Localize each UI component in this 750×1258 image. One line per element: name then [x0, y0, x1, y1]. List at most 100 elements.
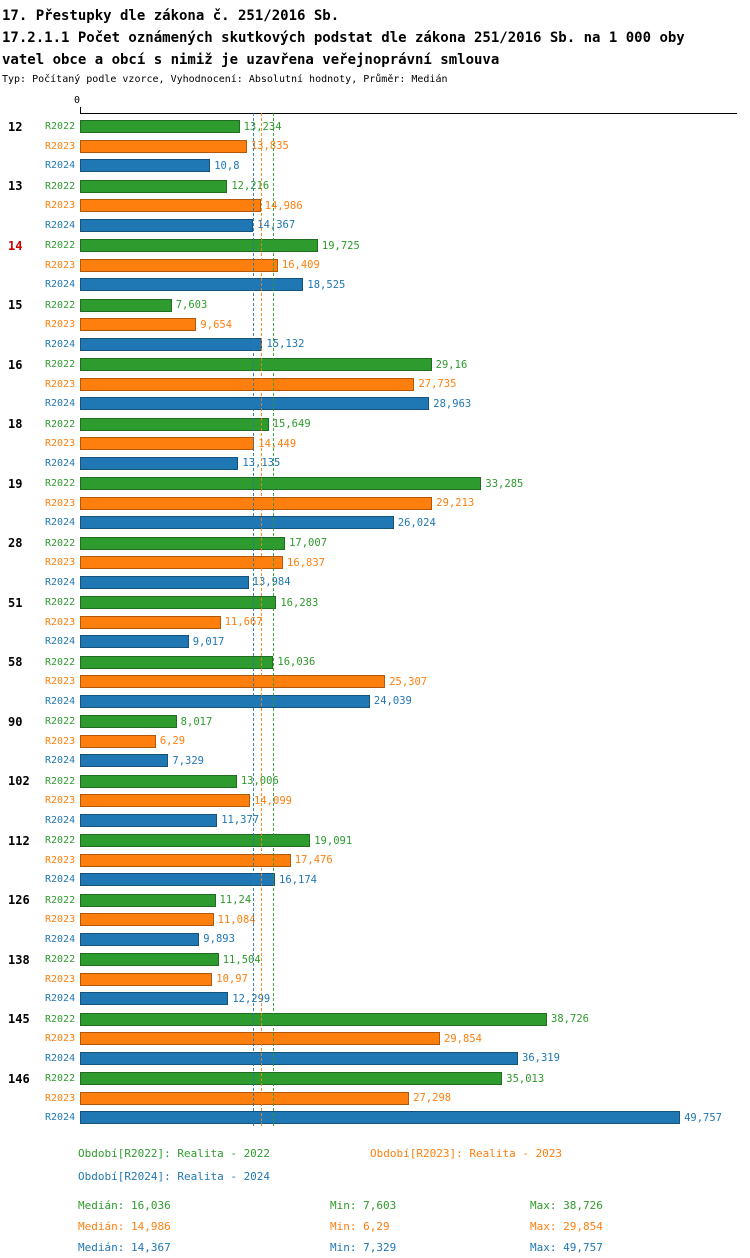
bar-area: 16,837 [80, 556, 750, 570]
bar-row-19-r2022: 19 R2022 33,285 [0, 474, 750, 494]
category-label-90: 90 [8, 714, 23, 729]
series-label-r2022: R2022 [45, 716, 76, 728]
bar-area: 14,099 [80, 794, 750, 808]
bar-area: 13,234 [80, 120, 750, 134]
value-label-r2023-28: 16,837 [287, 556, 325, 569]
bar-row-13-r2022: 13 R2022 12,216 [0, 177, 750, 197]
series-label-r2023: R2023 [45, 1033, 76, 1045]
bar-r2024-102 [80, 813, 218, 827]
bar-r2024-14 [80, 278, 304, 292]
stat-max-r2022: Max: 38,726 [530, 1198, 603, 1212]
report-subtitle: Typ: Počítaný podle vzorce, Vyhodnocení:… [2, 74, 448, 85]
value-label-r2024-14: 18,525 [307, 278, 346, 291]
value-label-r2024-138: 12,299 [232, 992, 271, 1005]
bar-area: 18,525 [80, 278, 750, 292]
bar-r2024-28 [80, 575, 249, 589]
x-axis-line [80, 113, 737, 114]
value-label-r2024-126: 9,893 [203, 933, 235, 946]
value-label-r2023-14: 16,409 [281, 259, 320, 272]
bar-group-145: 145 R2022 38,726 R2023 29,854 R2024 36,319 [0, 1010, 750, 1069]
bar-group-19: 19 R2022 33,285 R2023 29,213 R2024 26,024 [0, 474, 750, 533]
stat-median-r2022: Medián: 16,036 [78, 1198, 171, 1212]
value-label-r2023-138: 10,97 [216, 973, 248, 986]
bar-row-18-r2022: 18 R2022 15,649 [0, 415, 750, 435]
bar-r2024-126 [80, 932, 200, 946]
value-label-r2022-16: 29,16 [435, 358, 468, 371]
category-label-145: 145 [8, 1012, 30, 1027]
bar-area: 36,319 [80, 1051, 750, 1065]
bar-area: 16,036 [80, 655, 750, 669]
bar-group-18: 18 R2022 15,649 R2023 14,449 R2024 13,135 [0, 415, 750, 474]
value-label-r2024-146: 49,757 [684, 1111, 722, 1124]
bar-r2024-19 [80, 516, 394, 530]
bar-r2022-102 [80, 774, 237, 788]
bar-r2022-13 [80, 179, 228, 193]
bar-row-112-r2023: R2023 17,476 [0, 851, 750, 871]
bar-area: 13,006 [80, 774, 750, 788]
bar-row-16-r2023: R2023 27,735 [0, 375, 750, 395]
bar-area: 28,963 [80, 397, 750, 411]
bar-row-58-r2023: R2023 25,307 [0, 672, 750, 692]
bar-r2022-14 [80, 239, 318, 253]
series-label-r2022: R2022 [45, 1073, 76, 1085]
bar-area: 19,091 [80, 834, 750, 848]
series-label-r2023: R2023 [45, 438, 76, 450]
value-label-r2024-28: 13,984 [252, 576, 291, 589]
category-label-51: 51 [8, 595, 23, 610]
series-label-r2023: R2023 [45, 854, 76, 866]
series-label-r2022: R2022 [45, 835, 76, 847]
category-label-58: 58 [8, 655, 23, 670]
bar-r2023-19 [80, 496, 433, 510]
median-line-r2023 [260, 113, 262, 1126]
bar-row-13-r2024: R2024 14,367 [0, 216, 750, 236]
value-label-r2024-112: 16,174 [279, 873, 317, 886]
bar-area: 33,285 [80, 477, 750, 491]
bar-row-51-r2023: R2023 11,667 [0, 613, 750, 633]
bar-row-12-r2023: R2023 13,835 [0, 137, 750, 157]
value-label-r2024-19: 26,024 [397, 516, 436, 529]
bar-r2023-51 [80, 615, 221, 629]
bar-row-51-r2022: 51 R2022 16,283 [0, 593, 750, 613]
bar-r2022-12 [80, 120, 240, 134]
bar-row-146-r2024: R2024 49,757 [0, 1108, 750, 1128]
bar-group-126: 126 R2022 11,24 R2023 11,084 R2024 9,893 [0, 891, 750, 950]
bar-area: 10,97 [80, 972, 750, 986]
bar-area: 9,893 [80, 932, 750, 946]
value-label-r2022-90: 8,017 [180, 715, 213, 728]
bar-row-138-r2023: R2023 10,97 [0, 970, 750, 990]
bar-r2024-90 [80, 754, 169, 768]
value-label-r2023-12: 13,835 [250, 140, 289, 153]
bar-r2022-112 [80, 834, 311, 848]
series-label-r2022: R2022 [45, 299, 76, 311]
value-label-r2022-138: 11,504 [222, 953, 261, 966]
series-label-r2023: R2023 [45, 616, 76, 628]
bar-r2022-51 [80, 596, 277, 610]
bar-row-90-r2023: R2023 6,29 [0, 732, 750, 752]
bar-row-138-r2024: R2024 12,299 [0, 989, 750, 1009]
bar-r2024-58 [80, 694, 370, 708]
stat-max-r2023: Max: 29,854 [530, 1219, 603, 1233]
bar-r2022-28 [80, 536, 286, 550]
series-label-r2023: R2023 [45, 259, 76, 271]
bar-area: 11,24 [80, 893, 750, 907]
series-label-r2022: R2022 [45, 240, 76, 252]
series-label-r2024: R2024 [45, 695, 76, 707]
series-label-r2024: R2024 [45, 279, 76, 291]
value-label-r2022-14: 19,725 [321, 239, 360, 252]
bar-group-138: 138 R2022 11,504 R2023 10,97 R2024 12,299 [0, 950, 750, 1009]
stat-min-r2024: Min: 7,329 [330, 1240, 397, 1254]
category-label-19: 19 [8, 476, 23, 491]
bar-area: 15,132 [80, 337, 750, 351]
bar-area: 13,135 [80, 456, 750, 470]
series-label-r2022: R2022 [45, 894, 76, 906]
series-label-r2024: R2024 [45, 398, 76, 410]
series-label-r2022: R2022 [45, 418, 76, 430]
report-title-line1: 17. Přestupky dle zákona č. 251/2016 Sb. [2, 8, 340, 24]
category-label-16: 16 [8, 357, 23, 372]
series-label-r2023: R2023 [45, 497, 76, 509]
bar-r2023-15 [80, 318, 197, 332]
bar-r2022-126 [80, 893, 216, 907]
bar-row-28-r2023: R2023 16,837 [0, 553, 750, 573]
bar-area: 6,29 [80, 734, 750, 748]
bar-group-90: 90 R2022 8,017 R2023 6,29 R2024 7,329 [0, 712, 750, 771]
